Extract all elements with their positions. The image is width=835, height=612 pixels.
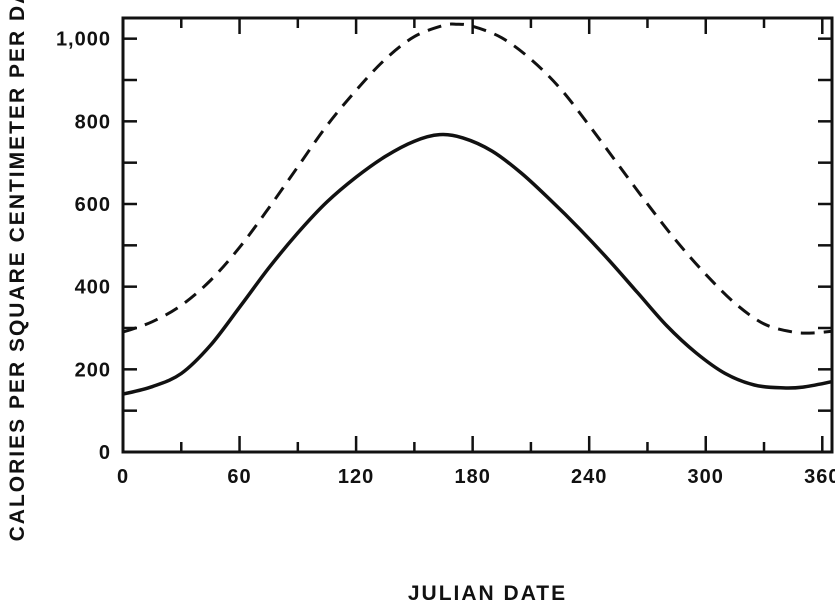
y-tick-label: 0 [99,442,111,464]
y-tick-label: 600 [75,194,111,216]
x-tick-label: 60 [227,466,251,488]
y-tick-label: 400 [75,277,111,299]
y-tick-label: 800 [75,111,111,133]
tick-labels: 0 60 120 180 240 300 360 0 200 400 600 800 1,000 [56,29,835,488]
x-tick-label: 360 [804,466,835,488]
series-line-dashed [122,22,833,335]
x-tick-label: 0 [117,466,129,488]
x-tick-label: 240 [571,466,607,488]
x-tick-label: 120 [338,466,374,488]
plot-frame [121,16,834,454]
series-line-solid [122,132,833,396]
series-layer [122,22,833,396]
y-tick-label: 200 [75,359,111,381]
x-tick-label: 180 [454,466,490,488]
y-tick-label: 1,000 [56,29,111,51]
x-axis-title: JULIAN DATE [408,582,567,605]
x-tick-label: 300 [688,466,724,488]
axis-ticks [121,18,832,454]
y-axis-title: CALORIES PER SQUARE CENTIMETER PER DAY [6,0,29,541]
